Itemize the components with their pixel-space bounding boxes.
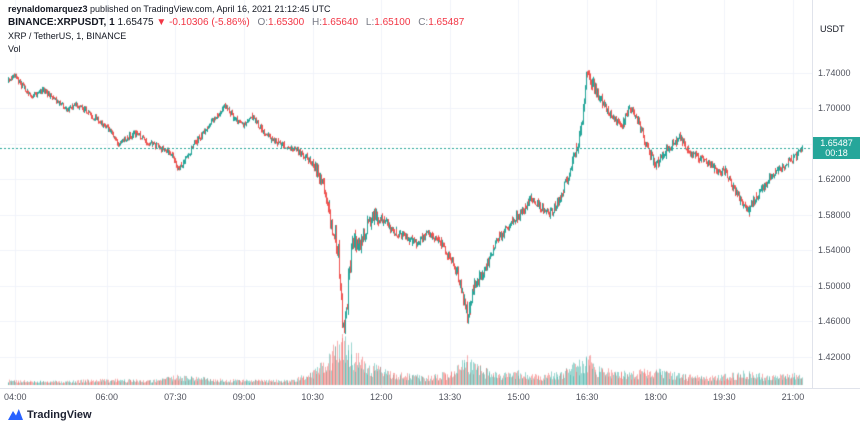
last-price-axis-label: 1.65487 00:18 [813,137,860,160]
brand-name: TradingView [27,408,92,421]
volume-indicator-label: Vol [8,44,21,54]
price-tick-label: 1.54000 [818,245,851,256]
bar-countdown: 00:18 [825,148,848,159]
time-tick-label: 21:00 [781,392,805,402]
price-tick-label: 1.50000 [818,280,851,291]
close-value: 1.65487 [428,17,465,28]
price-tick-label: 1.58000 [818,209,851,220]
price-tick-label: 1.62000 [818,174,851,185]
price-tick-label: 1.46000 [818,316,851,327]
symbol-name[interactable]: BINANCE:XRPUSDT, 1 [8,17,115,28]
tradingview-mountain-icon [8,409,23,420]
tradingview-logo[interactable]: TradingView [8,408,92,421]
chart-legend: reynaldomarquez3 published on TradingVie… [8,4,464,54]
published-text: published on TradingView.com, April 16, … [90,4,331,14]
time-tick-label: 12:00 [369,392,393,402]
high-value: 1.65640 [321,17,359,28]
time-tick-label: 06:00 [95,392,118,402]
currency-label: USDT [820,24,845,34]
symbol-ohlc-row: BINANCE:XRPUSDT, 1 1.65475 ▼ -0.10306 (-… [8,17,464,28]
price-tick-label: 1.70000 [818,103,851,114]
time-tick-label: 13:30 [438,392,462,402]
candlestick-chart[interactable] [0,0,812,388]
time-tick-label: 18:00 [644,392,667,402]
time-tick-label: 09:00 [232,392,256,402]
price-tick-label: 1.42000 [818,351,851,362]
price-tick-label: 1.74000 [818,67,851,78]
open-label: O: [257,17,269,28]
close-label: C: [418,17,429,28]
time-tick-label: 04:00 [3,392,27,402]
last-price-value: 1.65487 [820,138,853,149]
high-label: H: [311,17,322,28]
time-tick-label: 15:00 [507,392,530,402]
open-value: 1.65300 [268,17,305,28]
time-tick-label: 16:30 [575,392,599,402]
price-axis[interactable]: USDT 1.740001.700001.660001.620001.58000… [812,0,860,388]
time-tick-label: 07:30 [164,392,187,402]
footer: TradingView [0,405,860,424]
time-axis[interactable]: 04:00 06:00 07:30 09:00 10:30 12:00 13:30 15:00… [0,388,860,406]
author-name: reynaldomarquez3 [8,4,88,14]
last-trade-price: 1.65475 [117,17,154,28]
low-label: L: [365,17,375,28]
time-tick-label: 10:30 [301,392,324,402]
price-change: ▼ -0.10306 (-5.86%) [156,17,250,28]
time-tick-label: 19:30 [713,392,736,402]
low-value: 1.65100 [374,17,411,28]
symbol-description: XRP / TetherUS, 1, BINANCE [8,31,127,41]
attribution-line: reynaldomarquez3 published on TradingVie… [8,4,464,14]
